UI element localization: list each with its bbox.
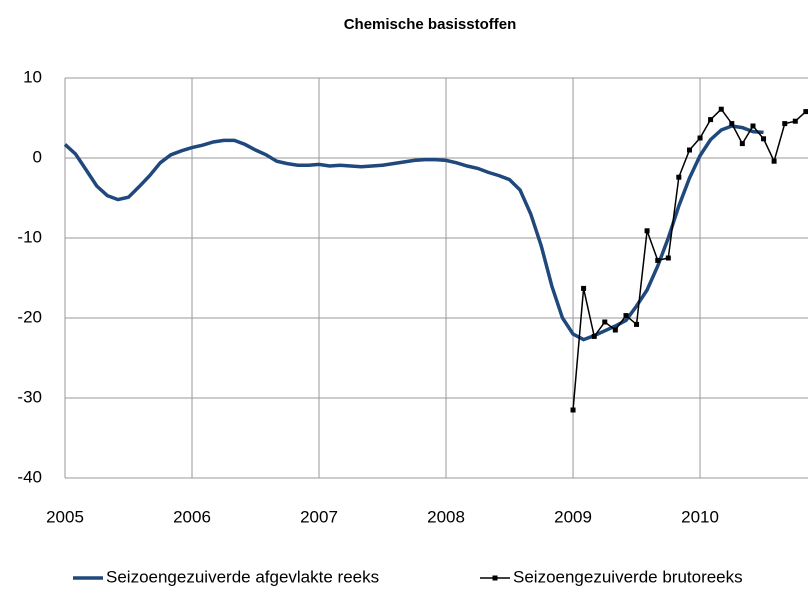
legend-label: Seizoengezuiverde afgevlakte reeks [106, 567, 379, 586]
marker [792, 118, 798, 124]
marker [612, 327, 618, 333]
marker [634, 321, 640, 327]
marker [602, 319, 608, 325]
x-tick-label: 2005 [46, 507, 84, 526]
x-tick-label: 2009 [554, 507, 592, 526]
marker [676, 174, 682, 180]
marker [581, 285, 587, 291]
x-tick-label: 2010 [681, 507, 719, 526]
marker [570, 407, 576, 413]
marker [761, 136, 767, 142]
x-tick-label: 2008 [427, 507, 465, 526]
marker [697, 135, 703, 141]
y-tick-label: -10 [17, 227, 42, 246]
y-tick-label: -30 [17, 387, 42, 406]
marker [718, 106, 724, 112]
y-tick-label: -20 [17, 307, 42, 326]
marker [655, 257, 661, 263]
marker [803, 109, 808, 115]
marker [771, 158, 777, 164]
marker [644, 228, 650, 234]
series-line [63, 124, 764, 342]
marker [623, 313, 629, 319]
series-line [572, 108, 807, 411]
legend-label: Seizoengezuiverde brutoreeks [513, 567, 743, 586]
marker [782, 121, 788, 127]
marker [729, 121, 735, 127]
marker [708, 117, 714, 123]
marker [750, 123, 756, 129]
marker [665, 255, 671, 261]
chart-title: Chemische basisstoffen [344, 16, 517, 33]
legend-marker [492, 575, 498, 581]
y-tick-label: 10 [23, 67, 42, 86]
marker [687, 147, 693, 153]
y-tick-label: 0 [33, 147, 42, 166]
y-tick-label: -40 [17, 467, 42, 486]
marker [591, 333, 597, 339]
x-tick-label: 2006 [173, 507, 211, 526]
x-tick-label: 2007 [300, 507, 338, 526]
marker [739, 141, 745, 147]
